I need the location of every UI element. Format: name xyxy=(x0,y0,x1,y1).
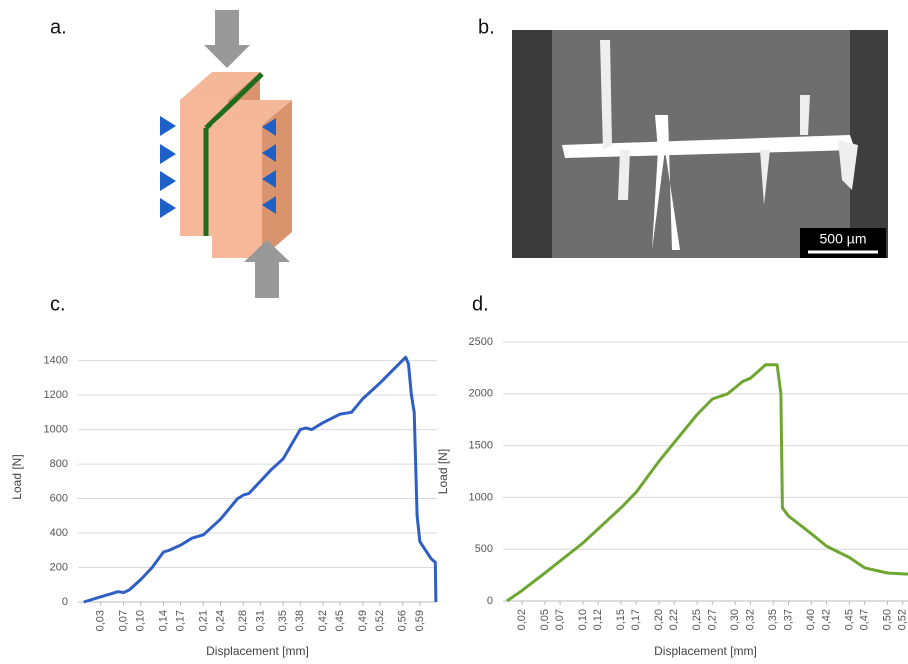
x-tick-label: 0,17 xyxy=(174,610,186,631)
y-tick-label: 500 xyxy=(475,543,493,555)
x-tick-label: 0,24 xyxy=(214,610,226,631)
x-tick-label: 0,42 xyxy=(317,610,329,631)
x-tick-label: 0,28 xyxy=(237,610,249,631)
y-tick-label: 1000 xyxy=(469,491,493,503)
x-tick-label: 0,27 xyxy=(706,609,718,630)
x-axis-title: Displacement [mm] xyxy=(654,644,757,658)
x-tick-label: 0,10 xyxy=(577,609,589,630)
panel-label: b. xyxy=(478,16,495,38)
x-tick-label: 0,20 xyxy=(653,609,665,630)
x-tick-label: 0,37 xyxy=(782,609,794,630)
x-tick-label: 0,22 xyxy=(668,609,680,630)
y-tick-label: 1200 xyxy=(44,389,68,401)
y-tick-label: 1400 xyxy=(44,355,68,367)
y-tick-label: 1500 xyxy=(469,440,493,452)
x-tick-label: 0,52 xyxy=(897,609,908,630)
x-tick-label: 0,35 xyxy=(767,609,779,630)
x-tick-label: 0,40 xyxy=(805,609,817,630)
x-tick-label: 0,10 xyxy=(135,610,147,631)
x-tick-label: 0,03 xyxy=(95,610,107,631)
x-tick-label: 0,59 xyxy=(414,610,426,631)
x-tick-label: 0,05 xyxy=(539,609,551,630)
x-tick-label: 0,12 xyxy=(592,609,604,630)
x-tick-label: 0,45 xyxy=(843,609,855,630)
y-tick-label: 200 xyxy=(50,561,68,573)
scale-bar-label: 500 µm xyxy=(820,231,867,247)
x-tick-label: 0,50 xyxy=(881,609,893,630)
panel-label: c. xyxy=(50,293,66,315)
x-axis-title: Displacement [mm] xyxy=(206,644,309,658)
x-tick-label: 0,02 xyxy=(516,609,528,630)
x-tick-label: 0,31 xyxy=(254,610,266,631)
x-tick-label: 0,21 xyxy=(197,610,209,631)
x-tick-label: 0,49 xyxy=(357,610,369,631)
y-tick-label: 400 xyxy=(50,527,68,539)
x-tick-label: 0,07 xyxy=(554,609,566,630)
x-tick-label: 0,14 xyxy=(157,610,169,631)
x-tick-label: 0,32 xyxy=(744,609,756,630)
y-axis-title: Load [N] xyxy=(10,454,24,499)
x-tick-label: 0,15 xyxy=(615,609,627,630)
x-tick-label: 0,35 xyxy=(277,610,289,631)
x-tick-label: 0,25 xyxy=(691,609,703,630)
specimen-diagram xyxy=(160,10,292,298)
x-tick-label: 0,38 xyxy=(294,610,306,631)
panel-label: d. xyxy=(472,293,489,315)
y-tick-label: 2000 xyxy=(469,388,493,400)
x-tick-label: 0,17 xyxy=(630,609,642,630)
y-tick-label: 600 xyxy=(50,492,68,504)
x-tick-label: 0,52 xyxy=(374,610,386,631)
y-tick-label: 1000 xyxy=(44,423,68,435)
x-tick-label: 0,07 xyxy=(117,610,129,631)
micrograph: 500 µm xyxy=(512,30,888,258)
y-tick-label: 0 xyxy=(62,596,68,608)
y-tick-label: 2500 xyxy=(469,336,493,348)
panel-label: a. xyxy=(50,16,67,38)
x-tick-label: 0,56 xyxy=(397,610,409,631)
x-tick-label: 0,45 xyxy=(334,610,346,631)
y-axis-title: Load [N] xyxy=(436,449,450,494)
x-tick-label: 0,42 xyxy=(820,609,832,630)
y-tick-label: 0 xyxy=(487,595,493,607)
data-line xyxy=(83,355,438,604)
x-tick-label: 0,30 xyxy=(729,609,741,630)
data-line xyxy=(505,363,908,603)
y-tick-label: 800 xyxy=(50,458,68,470)
x-tick-label: 0,47 xyxy=(859,609,871,630)
